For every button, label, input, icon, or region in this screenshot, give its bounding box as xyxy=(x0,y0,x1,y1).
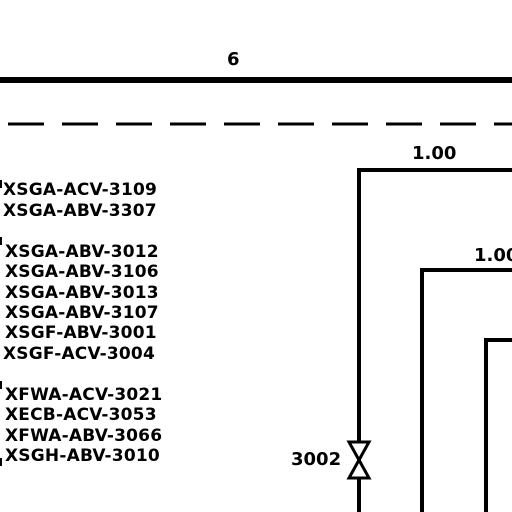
outer-pipe-line xyxy=(357,168,512,512)
valve-tag: 3002 xyxy=(291,449,342,470)
equipment-label: XFWA-ABV-3066 xyxy=(5,426,163,446)
equipment-label: XSGA-ABV-3106 xyxy=(5,262,159,282)
equipment-label: XSGA-ABV-3013 xyxy=(5,283,159,303)
equipment-label: XFWA-ACV-3021 xyxy=(5,385,163,405)
equipment-label: XSGH-ABV-3010 xyxy=(5,446,160,466)
equipment-label: XSGF-ACV-3004 xyxy=(3,344,155,364)
equipment-label: XECB-ACV-3053 xyxy=(5,405,157,425)
group-bracket-4 xyxy=(0,458,2,466)
line-label-outer: 1.00 xyxy=(412,143,457,164)
equipment-label: XSGF-ABV-3001 xyxy=(5,323,157,343)
group-bracket-1 xyxy=(0,180,2,188)
group-bracket-3 xyxy=(0,381,2,389)
inner-pipe-line xyxy=(484,338,512,512)
zone-label: 6 xyxy=(227,49,240,70)
equipment-label: XSGA-ABV-3307 xyxy=(3,201,157,221)
top-border-line xyxy=(0,77,512,83)
middle-pipe-line xyxy=(420,268,512,512)
valve-symbol-icon xyxy=(346,440,372,480)
group-bracket-2 xyxy=(0,237,2,245)
equipment-label: XSGA-ABV-3012 xyxy=(5,242,159,262)
equipment-label: XSGA-ACV-3109 xyxy=(3,180,158,200)
equipment-label: XSGA-ABV-3107 xyxy=(5,303,159,323)
line-label-inner: 1.00 xyxy=(474,245,512,266)
